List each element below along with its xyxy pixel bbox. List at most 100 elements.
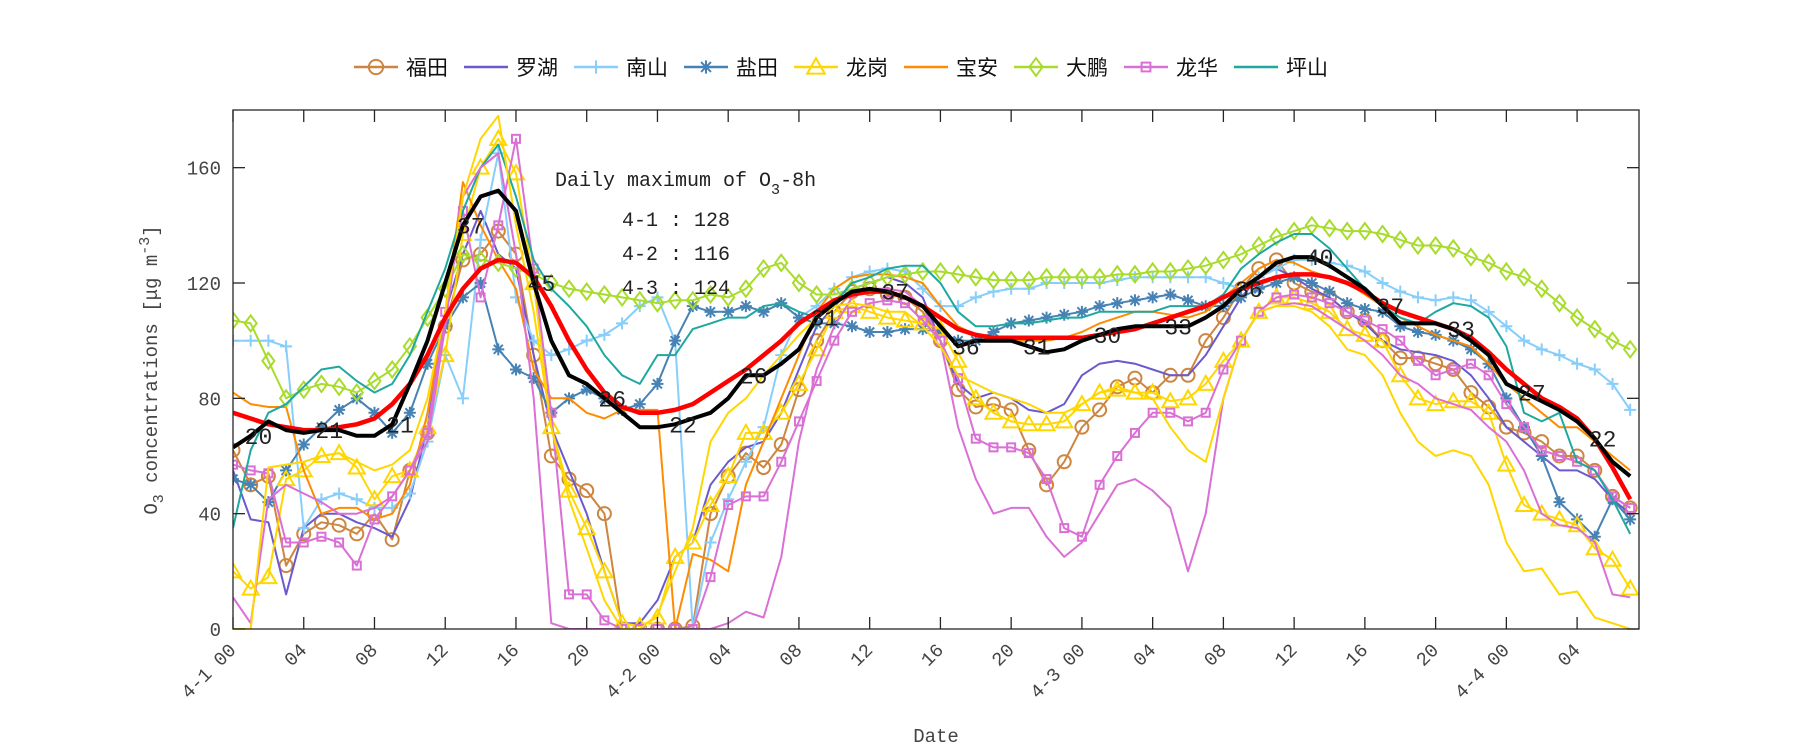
square-marker (334, 537, 345, 548)
triangle-marker (329, 443, 349, 461)
diamond-marker (809, 284, 824, 305)
series-unnamed-9 (233, 152, 1631, 629)
square-marker (988, 442, 999, 453)
x-tick-label: 4-3 00 (1026, 640, 1090, 704)
triangle-marker (1195, 373, 1216, 391)
square-marker (1006, 442, 1017, 453)
square-marker (1554, 451, 1565, 461)
diamond-marker (1499, 261, 1514, 282)
series-line (233, 257, 1633, 501)
series-line (233, 114, 1631, 629)
diamond-marker (1039, 267, 1054, 287)
legend-label: 南山 (626, 56, 668, 80)
asterisk-marker (1464, 343, 1477, 356)
square-marker (233, 459, 238, 470)
triangle-marker (258, 567, 279, 585)
legend-label: 盐田 (736, 56, 778, 80)
circle-marker (233, 442, 241, 458)
legend-swatch (354, 58, 398, 76)
triangle-marker (382, 466, 402, 484)
square-marker (617, 624, 628, 629)
plus-marker (1482, 305, 1495, 318)
diamond-marker (1339, 221, 1355, 241)
square-marker (1448, 364, 1459, 375)
diamond-marker (756, 258, 771, 279)
square-marker (811, 376, 822, 387)
legend-label: 龙华 (1176, 56, 1218, 80)
asterisk-marker (1288, 271, 1301, 284)
asterisk-marker (1535, 450, 1548, 462)
annotation-label: 22 (669, 413, 697, 439)
series-named-7 (233, 133, 1636, 629)
square-marker (316, 531, 327, 542)
triangle-marker (541, 417, 562, 435)
diamond-marker (1092, 267, 1107, 287)
circle-marker (1551, 448, 1567, 464)
asterisk-marker (633, 398, 646, 411)
plus-marker (509, 291, 522, 304)
asterisk-marker (1128, 294, 1141, 307)
plus-marker (333, 487, 346, 500)
note-line-3: 4-3 : 124 (622, 278, 730, 301)
square-marker (1129, 427, 1140, 438)
asterisk-marker (1022, 314, 1035, 327)
plus-marker (1111, 274, 1124, 287)
diamond-marker (314, 374, 329, 394)
triangle-marker (1054, 411, 1074, 429)
square-marker (1059, 523, 1070, 534)
note-line-2: 4-2 : 116 (622, 244, 730, 267)
asterisk-marker (1164, 288, 1177, 301)
asterisk-marker (699, 60, 713, 74)
asterisk-marker (863, 326, 876, 339)
diamond-marker (933, 261, 948, 282)
legend-item: 坪山 (1232, 52, 1328, 82)
diamond-marker (667, 290, 683, 310)
legend-swatch (794, 56, 838, 75)
series-line (233, 137, 1631, 629)
plus-marker (1553, 349, 1566, 362)
annotation-label: 40 (1306, 246, 1334, 272)
circle-marker (579, 483, 595, 499)
triangle-marker (859, 301, 880, 319)
y-tick-label: 0 (210, 620, 221, 642)
square-marker (1519, 422, 1530, 433)
square-marker (1112, 451, 1123, 461)
series-line (233, 143, 1632, 535)
square-marker (1023, 448, 1034, 459)
plus-marker (633, 300, 646, 313)
annotation-label: 37 (881, 281, 909, 307)
diamond-marker (579, 281, 594, 302)
plus-marker (1093, 277, 1106, 289)
annotation-label: 36 (1235, 278, 1263, 304)
annotation-label: 21 (386, 413, 414, 439)
legend-label: 坪山 (1286, 56, 1328, 80)
asterisk-marker (1376, 305, 1389, 318)
diamond-marker (632, 290, 648, 310)
triangle-marker (1567, 515, 1587, 533)
plus-marker (280, 340, 293, 353)
triangle-marker (983, 402, 1004, 420)
plus-marker (1588, 363, 1601, 376)
legend-item: 南山 (572, 52, 668, 82)
diamond-marker (1233, 244, 1249, 264)
asterisk-marker (1323, 285, 1336, 298)
circle-marker (313, 514, 329, 530)
square-marker (1572, 456, 1583, 467)
triangle-marker (347, 457, 367, 475)
annotation-label: 36 (952, 335, 980, 361)
asterisk-marker (1571, 513, 1584, 526)
triangle-marker (683, 532, 703, 550)
triangle-marker (1532, 503, 1552, 521)
diamond-marker (1357, 221, 1373, 241)
square-marker (1536, 445, 1547, 456)
diamond-marker (738, 279, 754, 299)
asterisk-marker (580, 383, 593, 396)
diamond-marker (650, 293, 665, 313)
plus-marker (1429, 294, 1442, 307)
circle-marker (1445, 362, 1461, 377)
legend-item: 盐田 (682, 52, 778, 82)
x-tick-label: 20 (988, 640, 1020, 672)
annotation-label: 33 (1447, 318, 1475, 344)
circle-marker (1587, 462, 1603, 478)
triangle-marker (771, 402, 791, 420)
